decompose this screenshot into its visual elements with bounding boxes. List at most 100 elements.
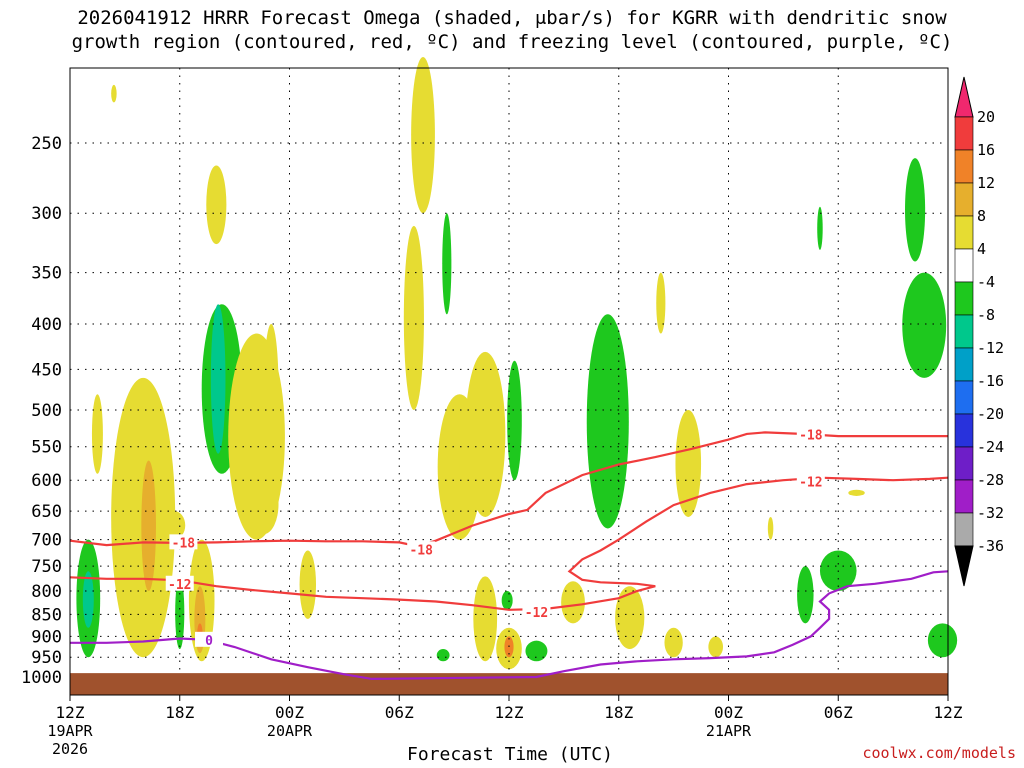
y-tick-label: 750 [31, 557, 62, 577]
omega-cell [91, 394, 103, 474]
colorbar-swatch [954, 446, 974, 481]
omega-cell [664, 627, 683, 658]
omega-cell [902, 272, 947, 378]
omega-cell [403, 225, 424, 410]
y-tick-label: 550 [31, 438, 62, 458]
omega-cell [656, 272, 666, 334]
omega-cell [615, 586, 645, 650]
colorbar-label: 8 [977, 207, 986, 225]
colorbar-swatch [954, 182, 974, 217]
colorbar-label: -24 [977, 438, 1004, 456]
colorbar-label: -32 [977, 504, 1004, 522]
omega-cell [525, 640, 548, 662]
y-tick-label: 1000 [21, 668, 62, 688]
omega-cell [210, 304, 226, 454]
y-tick-label: 850 [31, 605, 62, 625]
omega-cell [436, 649, 450, 662]
omega-cell [767, 516, 774, 540]
contour-label: -18 [799, 429, 823, 444]
colorbar-swatch [954, 248, 974, 283]
x-tick-label: 06Z [385, 703, 414, 722]
omega-cell [175, 576, 185, 650]
omega-cell [206, 165, 227, 245]
omega-cell [249, 473, 279, 535]
colorbar-swatch [954, 149, 974, 184]
omega-cell [299, 550, 317, 619]
title-line-1: 2026041912 HRRR Forecast Omega (shaded, … [77, 7, 947, 29]
x-tick-sublabel: 19APR [47, 722, 93, 740]
colorbar-swatch [954, 281, 974, 316]
colorbar-swatch [954, 347, 974, 382]
contour-label: -12 [168, 578, 191, 593]
x-tick-label: 00Z [714, 703, 743, 722]
omega-cell [507, 360, 522, 481]
colorbar-label: -12 [977, 339, 1004, 357]
colorbar-swatch [954, 116, 974, 151]
omega-cell [905, 158, 926, 262]
x-tick-label: 00Z [275, 703, 304, 722]
colorbar-swatch [954, 413, 974, 448]
omega-cell [473, 576, 498, 662]
colorbar-swatch [954, 512, 974, 547]
omega-cell [848, 489, 865, 496]
colorbar-label: -16 [977, 372, 1004, 390]
y-tick-label: 650 [31, 502, 62, 522]
contour-line [69, 476, 949, 611]
omega-cell [927, 623, 958, 658]
credit-text: coolwx.com/models [862, 744, 1016, 762]
y-tick-label: 450 [31, 360, 62, 380]
omega-cell [708, 636, 724, 658]
x-tick-label: 12Z [495, 703, 524, 722]
x-axis-label: Forecast Time (UTC) [407, 744, 613, 765]
contour-label-bg [195, 631, 224, 647]
colorbar-top-arrow [954, 76, 974, 118]
chart-title: 2026041912 HRRR Forecast Omega (shaded, … [0, 6, 1024, 54]
colorbar-swatch [954, 479, 974, 514]
x-tick-label: 18Z [165, 703, 194, 722]
omega-cell [442, 213, 452, 315]
omega-cell [586, 314, 629, 529]
x-tick-label: 18Z [604, 703, 633, 722]
y-tick-label: 500 [31, 401, 62, 421]
contour-label-bg [165, 575, 194, 591]
contour-label: -18 [409, 543, 433, 558]
contour-label: 0 [205, 634, 213, 649]
colorbar-label: 4 [977, 240, 986, 258]
x-tick-sublabel: 21APR [706, 722, 752, 740]
colorbar-swatch [954, 380, 974, 415]
x-tick-sublabel: 20APR [267, 722, 313, 740]
contour-label-bg [796, 473, 825, 489]
omega-cell [217, 377, 223, 433]
contour-label-bg [522, 604, 551, 620]
y-tick-label: 250 [31, 134, 62, 154]
y-tick-label: 300 [31, 204, 62, 224]
colorbar-label: -8 [977, 306, 995, 324]
omega-cell [561, 581, 585, 624]
omega-cell [111, 84, 117, 103]
x-tick-sublabel: 2026 [52, 740, 88, 758]
x-tick-label: 12Z [934, 703, 963, 722]
colorbar-label: 20 [977, 108, 995, 126]
y-tick-label: 350 [31, 264, 62, 284]
y-tick-label: 950 [31, 648, 62, 668]
contour-line [69, 431, 948, 548]
title-line-2: growth region (contoured, red, ºC) and f… [71, 31, 953, 53]
omega-cell [797, 566, 814, 624]
contour-label-bg [407, 541, 436, 557]
colorbar-label: -20 [977, 405, 1004, 423]
y-tick-label: 900 [31, 627, 62, 647]
contour-label-bg [796, 426, 825, 442]
contour-label: -12 [525, 606, 548, 621]
terrain-band [70, 673, 948, 695]
contour-label-bg [169, 534, 198, 550]
omega-cell [817, 206, 823, 250]
y-tick-label: 700 [31, 531, 62, 551]
y-tick-label: 800 [31, 582, 62, 602]
omega-cell [465, 351, 506, 517]
colorbar-swatch [954, 215, 974, 250]
colorbar-swatch [954, 314, 974, 349]
y-tick-label: 600 [31, 471, 62, 491]
contour-label: -18 [172, 536, 196, 551]
y-tick-label: 400 [31, 315, 62, 335]
